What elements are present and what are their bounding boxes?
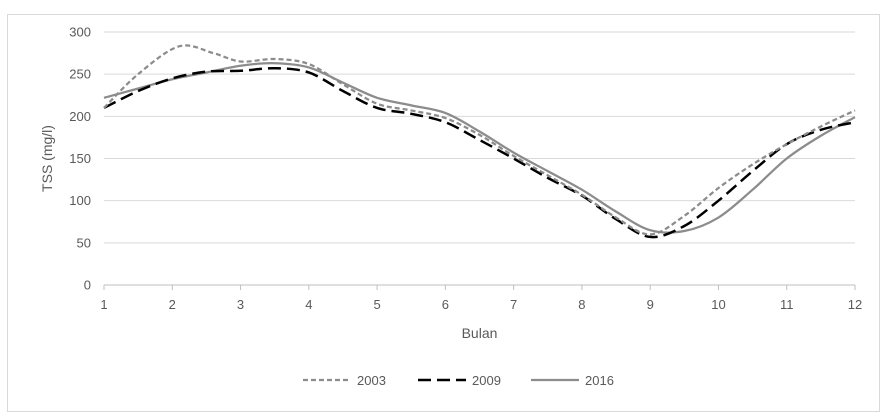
- y-tick-label: 0: [84, 278, 91, 293]
- chart-frame: [7, 14, 880, 412]
- legend-label-2009: 2009: [472, 373, 501, 388]
- x-axis-ticks: 1 2 3 4 5 6 7 8 9 10 11 12: [100, 285, 862, 312]
- x-tick-label: 12: [848, 297, 862, 312]
- y-tick-label: 250: [69, 67, 91, 82]
- x-tick-label: 3: [237, 297, 244, 312]
- legend-label-2016: 2016: [585, 373, 614, 388]
- series-line-2016: [103, 62, 856, 234]
- x-tick-label: 2: [169, 297, 176, 312]
- legend: 2003 2009 2016: [303, 373, 614, 388]
- x-tick-label: 4: [305, 297, 312, 312]
- series-line-2003: [103, 44, 856, 236]
- x-tick-label: 8: [578, 297, 585, 312]
- x-axis-title: Bulan: [462, 325, 498, 341]
- y-axis-title: TSS (mg/l): [39, 125, 55, 192]
- y-tick-label: 100: [69, 193, 91, 208]
- y-axis-ticks: 0 50 100 150 200 250 300: [69, 25, 91, 293]
- x-tick-label: 9: [647, 297, 654, 312]
- x-tick-label: 11: [780, 297, 794, 312]
- x-tick-label: 6: [442, 297, 449, 312]
- x-tick-label: 7: [510, 297, 517, 312]
- gridlines: [104, 31, 855, 244]
- y-tick-label: 150: [69, 151, 91, 166]
- y-tick-label: 50: [77, 235, 91, 250]
- x-tick-label: 1: [100, 297, 107, 312]
- y-tick-label: 200: [69, 109, 91, 124]
- y-tick-label: 300: [69, 25, 91, 40]
- series-line-2009: [103, 67, 856, 239]
- series-lines: [103, 44, 856, 239]
- x-tick-label: 10: [711, 297, 725, 312]
- legend-label-2003: 2003: [357, 373, 386, 388]
- x-tick-label: 5: [373, 297, 380, 312]
